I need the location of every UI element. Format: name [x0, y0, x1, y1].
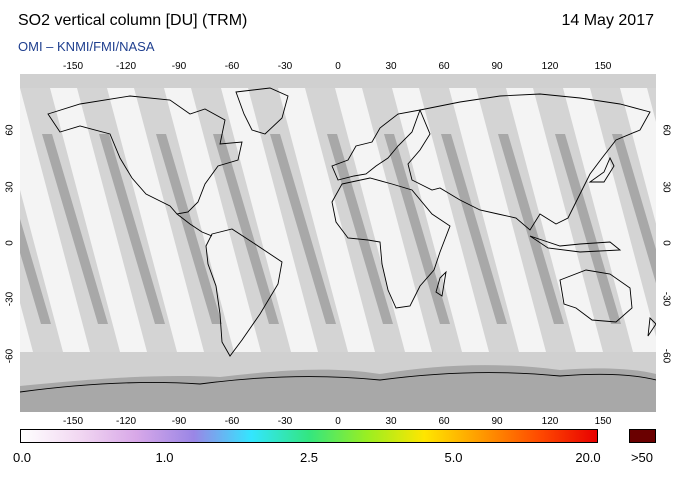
left-lat-tick: 60	[4, 118, 16, 142]
orbit-swath-overlap	[213, 134, 279, 324]
colorbar-tick-label: 2.5	[299, 450, 319, 465]
map-title: SO2 vertical column [DU] (TRM)	[18, 12, 248, 29]
orbit-swath-overlap	[441, 134, 507, 324]
africa-outline	[331, 177, 451, 309]
right-lat-tick: -30	[660, 287, 672, 311]
satellite-swaths	[20, 88, 656, 352]
north-polar-band	[20, 74, 656, 88]
data-credit: OMI – KNMI/FMI/NASA	[18, 39, 155, 54]
left-lat-tick: 30	[4, 175, 16, 199]
left-lat-tick-text: -60	[4, 348, 16, 363]
bottom-lon-tick: 60	[438, 416, 450, 427]
right-lat-tick-text: 30	[660, 181, 672, 193]
left-lat-tick-text: 60	[4, 124, 16, 136]
north-america-outline	[47, 95, 243, 215]
world-map	[20, 74, 656, 412]
orbit-swath-overlap	[270, 134, 336, 324]
bottom-lon-tick: -30	[277, 416, 293, 427]
colorbar-tick-label: 0.0	[12, 450, 32, 465]
top-lon-tick: 120	[541, 61, 559, 72]
top-lon-tick: -60	[224, 61, 240, 72]
bottom-lon-tick: -120	[115, 416, 137, 427]
colorbar-overflow-swatch	[629, 429, 656, 443]
madagascar-outline	[435, 270, 447, 297]
orbit-swath-overlap	[99, 134, 165, 324]
left-lat-tick-text: 30	[4, 181, 16, 193]
central-america-outline	[176, 213, 213, 237]
right-lat-tick-text: 0	[660, 240, 672, 246]
colorbar-over-label: >50	[630, 450, 654, 465]
top-lon-tick: 150	[594, 61, 612, 72]
orbit-swath-overlap	[555, 134, 621, 324]
orbit-swath	[647, 88, 656, 122]
orbit-swath-overlap	[612, 134, 656, 284]
bottom-lon-tick: 150	[594, 416, 612, 427]
coastlines	[20, 87, 656, 393]
right-lat-tick-text: -30	[660, 292, 672, 307]
polar-no-data	[20, 74, 656, 412]
colorbar-tick-label: 20.0	[575, 450, 601, 465]
top-lon-tick: -150	[62, 61, 84, 72]
right-lat-tick: 0	[660, 231, 672, 255]
bottom-lon-tick: -150	[62, 416, 84, 427]
right-lat-tick: 30	[660, 175, 672, 199]
orbit-swath	[590, 88, 656, 337]
orbit-swath-overlap	[384, 134, 450, 324]
orbit-swath-overlap	[327, 134, 393, 324]
top-lon-tick: -30	[277, 61, 293, 72]
indonesia-outline	[529, 235, 622, 253]
japan-outline	[588, 156, 615, 183]
right-lat-tick: -60	[660, 344, 672, 368]
orbit-swath-overlap	[42, 134, 108, 324]
south-america-outline	[205, 228, 283, 357]
right-lat-tick: 60	[660, 118, 672, 142]
orbit-swath-overlap	[156, 134, 222, 324]
top-lon-tick: 60	[438, 61, 450, 72]
colorbar-tick-label: 5.0	[444, 450, 463, 465]
bottom-lon-tick: 90	[491, 416, 503, 427]
top-lon-tick: -120	[115, 61, 137, 72]
left-lat-tick-text: -30	[4, 292, 16, 307]
top-lon-tick: 90	[491, 61, 503, 72]
left-lat-tick: 0	[4, 231, 16, 255]
antarctica-outline	[20, 372, 656, 393]
left-lat-tick-text: 0	[4, 240, 16, 246]
top-lon-tick: 0	[335, 61, 341, 72]
left-lat-tick: -30	[4, 287, 16, 311]
greenland-outline	[235, 87, 289, 135]
left-lat-tick: -60	[4, 344, 16, 368]
bottom-lon-tick: -90	[171, 416, 187, 427]
bottom-lon-tick: 0	[335, 416, 341, 427]
bottom-lon-tick: 30	[385, 416, 397, 427]
antarctica-shade	[20, 365, 656, 412]
top-lon-tick: -90	[171, 61, 187, 72]
map-date: 14 May 2017	[561, 12, 654, 29]
bottom-lon-tick: 120	[541, 416, 559, 427]
australia-outline	[559, 269, 633, 323]
new-zealand-outline	[647, 317, 656, 337]
right-lat-tick-text: 60	[660, 124, 672, 136]
bottom-lon-tick: -60	[224, 416, 240, 427]
top-lon-tick: 30	[385, 61, 397, 72]
colorbar-tick-label: 1.0	[155, 450, 174, 465]
asia-outline	[407, 93, 651, 231]
colorbar	[20, 429, 598, 443]
right-lat-tick-text: -60	[660, 348, 672, 363]
